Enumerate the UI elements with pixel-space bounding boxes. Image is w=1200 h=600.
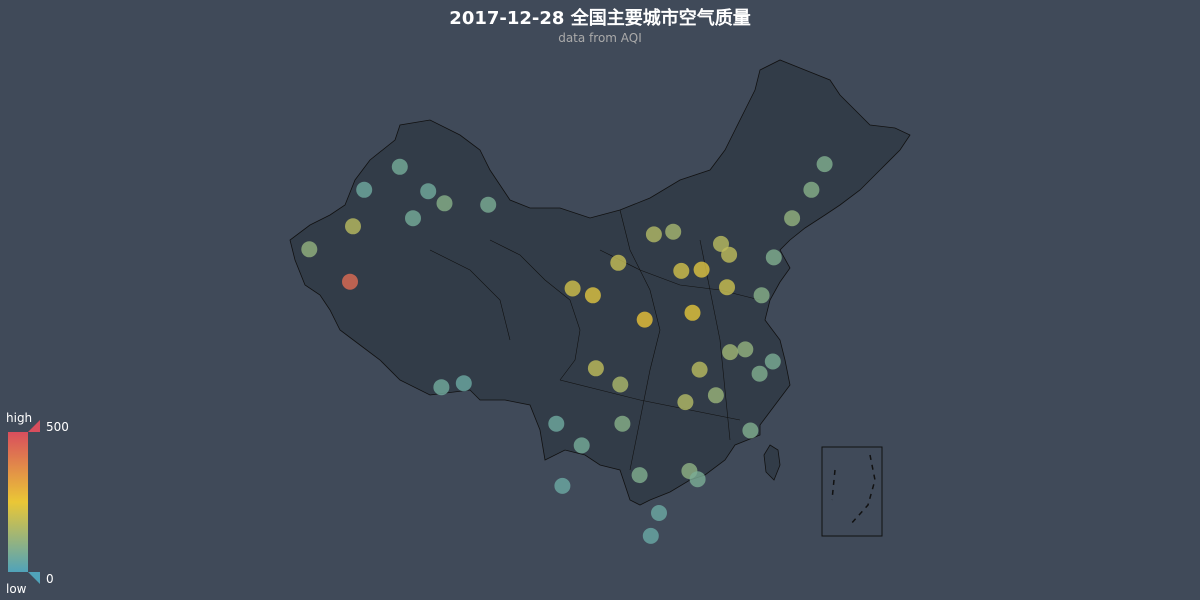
aqi-point[interactable] xyxy=(722,344,739,361)
visual-map-min-label: 0 xyxy=(46,572,54,586)
aqi-point[interactable] xyxy=(721,246,738,263)
aqi-point[interactable] xyxy=(391,158,408,175)
chart-subtitle: data from AQI xyxy=(558,31,642,45)
aqi-point[interactable] xyxy=(684,304,701,321)
aqi-point[interactable] xyxy=(433,379,450,396)
aqi-point[interactable] xyxy=(548,415,565,432)
aqi-point[interactable] xyxy=(651,505,667,521)
visual-map-high-label: high xyxy=(6,411,33,425)
chart-title: 2017-12-28 全国主要城市空气质量 xyxy=(449,8,751,29)
aqi-point[interactable] xyxy=(573,437,590,454)
aqi-point[interactable] xyxy=(764,353,781,370)
aqi-point[interactable] xyxy=(614,415,631,432)
aqi-point[interactable] xyxy=(405,210,421,227)
aqi-point[interactable] xyxy=(342,273,358,290)
aqi-point[interactable] xyxy=(673,262,690,279)
aqi-point[interactable] xyxy=(753,287,770,304)
aqi-point[interactable] xyxy=(691,361,708,378)
aqi-point[interactable] xyxy=(554,477,571,494)
aqi-point[interactable] xyxy=(564,280,581,297)
visual-map-handle-top[interactable] xyxy=(28,420,40,432)
aqi-point[interactable] xyxy=(816,156,833,173)
aqi-point[interactable] xyxy=(719,279,735,296)
aqi-point[interactable] xyxy=(612,376,629,393)
aqi-point[interactable] xyxy=(584,287,601,304)
aqi-point[interactable] xyxy=(645,226,662,243)
aqi-point[interactable] xyxy=(587,360,604,377)
aqi-point[interactable] xyxy=(751,365,768,382)
aqi-point[interactable] xyxy=(345,218,361,235)
aqi-point[interactable] xyxy=(665,223,682,240)
south-sea-inset xyxy=(821,446,883,537)
aqi-point[interactable] xyxy=(480,196,497,213)
province-borders xyxy=(429,209,761,471)
visual-map-handle-bottom[interactable] xyxy=(28,572,40,584)
aqi-point[interactable] xyxy=(803,181,820,198)
china-outline xyxy=(289,59,911,506)
aqi-point[interactable] xyxy=(420,183,437,200)
aqi-point[interactable] xyxy=(642,527,659,544)
aqi-point[interactable] xyxy=(765,249,782,266)
visual-map-bar xyxy=(8,432,28,572)
aqi-point[interactable] xyxy=(677,394,694,411)
visual-map-max-label: 500 xyxy=(46,420,69,434)
aqi-point[interactable] xyxy=(636,311,653,328)
taiwan-island xyxy=(763,444,781,481)
visual-map-low-label: low xyxy=(6,582,27,596)
aqi-point[interactable] xyxy=(689,471,706,488)
aqi-point[interactable] xyxy=(742,422,759,439)
aqi-point[interactable] xyxy=(301,241,318,258)
aqi-point[interactable] xyxy=(707,387,724,404)
aqi-point[interactable] xyxy=(455,375,472,392)
south-sea-dashes xyxy=(831,454,876,526)
aqi-point[interactable] xyxy=(436,195,453,212)
aqi-point[interactable] xyxy=(784,210,801,227)
aqi-point[interactable] xyxy=(737,341,754,358)
aqi-point[interactable] xyxy=(693,261,710,278)
aqi-point[interactable] xyxy=(631,467,648,484)
aqi-point[interactable] xyxy=(356,181,373,198)
aqi-points xyxy=(301,156,833,544)
aqi-point[interactable] xyxy=(610,254,627,271)
